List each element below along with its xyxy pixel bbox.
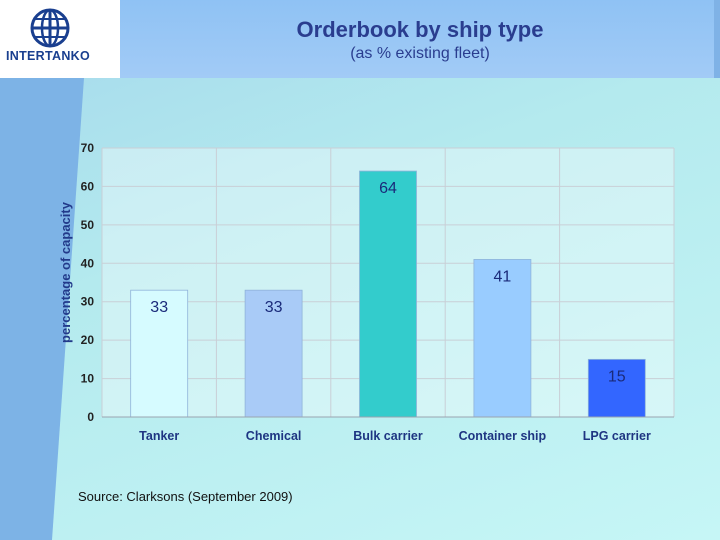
page-subtitle: (as % existing fleet) bbox=[350, 45, 490, 62]
x-tick-label: Tanker bbox=[139, 429, 179, 443]
x-tick-label: Chemical bbox=[246, 429, 302, 443]
page-title: Orderbook by ship type bbox=[296, 17, 544, 42]
x-tick-label: LPG carrier bbox=[583, 429, 651, 443]
data-label: 15 bbox=[608, 368, 626, 385]
bar bbox=[244, 289, 303, 418]
header-right-accent bbox=[714, 0, 720, 78]
y-axis-label: percentage of capacity bbox=[58, 201, 73, 343]
source-note: Source: Clarksons (September 2009) bbox=[78, 489, 293, 504]
y-tick-label: 10 bbox=[81, 372, 95, 386]
y-tick-label: 70 bbox=[81, 141, 95, 155]
data-label: 33 bbox=[150, 299, 168, 316]
y-tick-label: 50 bbox=[81, 218, 95, 232]
y-tick-label: 40 bbox=[81, 256, 95, 270]
y-tick-label: 30 bbox=[81, 295, 95, 309]
x-tick-label: Container ship bbox=[459, 429, 547, 443]
bar bbox=[359, 170, 417, 418]
y-tick-label: 20 bbox=[81, 333, 95, 347]
logo-text: INTERTANKO bbox=[6, 49, 91, 63]
x-tick-label: Bulk carrier bbox=[353, 429, 423, 443]
y-tick-label: 60 bbox=[81, 179, 95, 193]
logo: INTERTANKO bbox=[0, 0, 120, 78]
data-label: 41 bbox=[494, 268, 512, 285]
data-label: 64 bbox=[379, 180, 397, 197]
globe-icon bbox=[30, 8, 70, 48]
header-bar bbox=[0, 0, 720, 78]
bar bbox=[587, 358, 646, 418]
data-label: 33 bbox=[265, 299, 283, 316]
y-tick-label: 0 bbox=[87, 410, 94, 424]
bar bbox=[473, 259, 532, 418]
